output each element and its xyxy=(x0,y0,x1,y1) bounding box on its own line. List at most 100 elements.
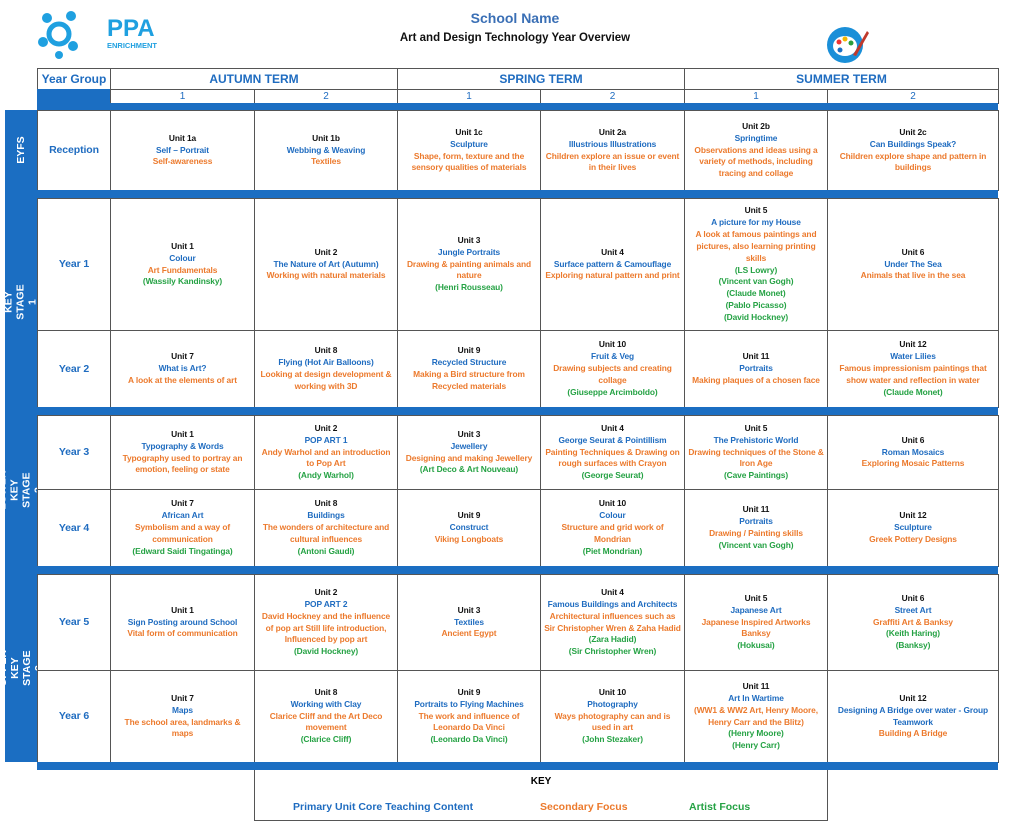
secondary-focus: Graffiti Art & Banksy xyxy=(873,616,953,627)
unit-number: Unit 2a xyxy=(598,126,627,137)
secondary-focus: Making plaques of a chosen face xyxy=(692,374,820,385)
artist-focus: (LS Lowry) xyxy=(734,264,778,275)
unit-cell: Unit 4 George Seurat & Pointillism Paintin… xyxy=(540,415,685,490)
primary-content: Famous Buildings and Architects xyxy=(547,598,678,609)
secondary-focus: Drawing / Painting skills xyxy=(709,528,803,538)
unit-number: Unit 2 xyxy=(314,246,338,257)
logo-subtitle: ENRICHMENT xyxy=(107,41,157,50)
unit-cell: Unit 4 Famous Buildings and Architects Arc… xyxy=(540,574,685,671)
key-title: KEY xyxy=(530,776,552,787)
unit-number: Unit 11 xyxy=(742,680,770,691)
secondary-focus: Typography used to portray an emotion, f… xyxy=(122,452,243,475)
artist-focus: (John Stezaker) xyxy=(582,734,643,745)
artist-focus: (George Seurat) xyxy=(581,470,644,481)
secondary-focus: Drawing subjects and creating collage xyxy=(553,363,672,385)
unit-cell: Unit 11 Portraits Drawing / Painting skill… xyxy=(684,489,828,567)
secondary-focus: Drawing & painting animals and nature xyxy=(406,258,532,281)
primary-content: Photography xyxy=(587,698,638,709)
unit-number: Unit 4 xyxy=(601,422,624,433)
half-header: 1 xyxy=(110,89,255,104)
artist-focus: (Vincent van Gogh) xyxy=(718,276,794,287)
year-label: Year 1 xyxy=(37,198,111,331)
secondary-focus: The wonders of architecture and cultural… xyxy=(262,522,390,544)
primary-content: Webbing & Weaving xyxy=(286,144,366,155)
unit-number: Unit 2 xyxy=(314,422,338,433)
secondary-focus: Symbolism and a way of communication xyxy=(134,522,231,544)
palette-icon xyxy=(827,27,869,63)
unit-number: Unit 12 xyxy=(899,692,927,703)
unit-cell: Unit 5 Japanese Art Japanese Inspired Artw… xyxy=(684,574,828,671)
secondary-focus: Painting Techniques & Drawing on rough s… xyxy=(545,446,680,469)
unit-number: Unit 4 xyxy=(601,246,624,257)
primary-content: Jewellery xyxy=(450,440,488,451)
secondary-focus: Making a Bird structure from Recycled ma… xyxy=(413,369,525,391)
key-box: KEY Primary Unit Core Teaching Content S… xyxy=(254,768,828,821)
primary-content: Sign Posting around School xyxy=(127,616,238,627)
artist-focus: (David Hockney) xyxy=(723,312,789,323)
year-label: Year 4 xyxy=(37,489,111,567)
secondary-focus: Observations and ideas using a variety o… xyxy=(694,144,818,179)
unit-cell: Unit 2b Springtime Observations and ideas … xyxy=(684,110,828,191)
secondary-focus: Children explore an issue or event in th… xyxy=(545,150,680,173)
unit-cell: Unit 3 Jungle Portraits Drawing & painting… xyxy=(397,198,541,331)
secondary-focus: Ancient Egypt xyxy=(441,628,497,639)
artist-focus: (Cave Paintings) xyxy=(723,470,789,481)
unit-cell: Unit 9 Construct Viking Longboats xyxy=(397,489,541,567)
primary-content: Water Lilies xyxy=(890,351,936,362)
stage-label: EYFS xyxy=(5,110,37,190)
primary-content: Portraits xyxy=(739,363,773,374)
secondary-focus: Shape, form, texture and the sensory qua… xyxy=(411,150,527,173)
artist-focus: (Banksy) xyxy=(895,640,931,651)
unit-cell: Unit 7 African Art Symbolism and a way of … xyxy=(110,489,255,567)
primary-content: The Nature of Art (Autumn) xyxy=(273,258,379,269)
divider-bar xyxy=(5,407,998,415)
artist-focus: (Zara Hadid) xyxy=(588,634,637,645)
unit-cell: Unit 2c Can Buildings Speak? Children expl… xyxy=(827,110,999,191)
unit-number: Unit 1a xyxy=(168,132,197,143)
unit-cell: Unit 2 POP ART 1 Andy Warhol and an introd… xyxy=(254,415,398,490)
secondary-focus: Drawing techniques of the Stone & Iron A… xyxy=(688,446,824,469)
primary-content: Typography & Words xyxy=(141,440,224,451)
primary-content: A picture for my House xyxy=(711,216,801,227)
unit-number: Unit 6 xyxy=(901,246,925,257)
primary-content: George Seurat & Pointillism xyxy=(558,434,667,445)
year-label: Reception xyxy=(37,110,111,191)
unit-number: Unit 6 xyxy=(901,592,925,603)
unit-cell: Unit 6 Street Art Graffiti Art & Banksy (Ke… xyxy=(827,574,999,671)
unit-number: Unit 1 xyxy=(171,604,194,615)
key-artist: Artist Focus xyxy=(689,801,751,813)
unit-number: Unit 1 xyxy=(171,428,194,439)
unit-number: Unit 10 xyxy=(598,339,627,350)
unit-number: Unit 12 xyxy=(899,339,927,350)
unit-number: Unit 9 xyxy=(457,510,481,521)
unit-number: Unit 4 xyxy=(601,586,624,597)
divider-bar xyxy=(5,190,998,198)
unit-number: Unit 7 xyxy=(171,351,194,362)
artist-focus: (David Hockney) xyxy=(293,646,359,657)
unit-cell: Unit 12 Designing A Bridge over water - G… xyxy=(827,670,999,763)
unit-cell: Unit 12 Sculpture Greek Pottery Designs xyxy=(827,489,999,567)
secondary-focus: (WW1 & WW2 Art, Henry Moore, Henry Carr … xyxy=(694,704,818,727)
secondary-focus: Banksy xyxy=(741,628,771,639)
artist-focus: (Pablo Picasso) xyxy=(725,300,787,311)
divider-bar xyxy=(37,762,998,770)
secondary-focus: Textiles xyxy=(311,156,341,167)
primary-content: Sculpture xyxy=(894,522,932,533)
stage-label: LOWER KEY STAGE 2 xyxy=(0,415,45,566)
secondary-focus: A look at the elements of art xyxy=(128,374,237,385)
unit-number: Unit 2 xyxy=(314,586,338,597)
secondary-focus: Exploring Mosaic Patterns xyxy=(861,458,965,469)
artist-focus: (Hokusai) xyxy=(737,640,775,651)
unit-cell: Unit 2a Illustrious Illustrations Children… xyxy=(540,110,685,191)
artist-focus: (Piet Mondrian) xyxy=(582,545,643,556)
term-header: SPRING TERM xyxy=(397,68,685,90)
year-group-header: Year Group xyxy=(37,68,111,90)
divider-bar xyxy=(37,103,998,111)
year-label: Year 2 xyxy=(37,330,111,408)
primary-content: Self – Portrait xyxy=(156,144,209,155)
artist-focus: (Art Deco & Art Nouveau) xyxy=(419,464,519,475)
unit-cell: Unit 1b Webbing & Weaving Textiles xyxy=(254,110,398,191)
primary-content: Springtime xyxy=(734,132,778,143)
primary-content: POP ART 2 xyxy=(304,598,348,609)
